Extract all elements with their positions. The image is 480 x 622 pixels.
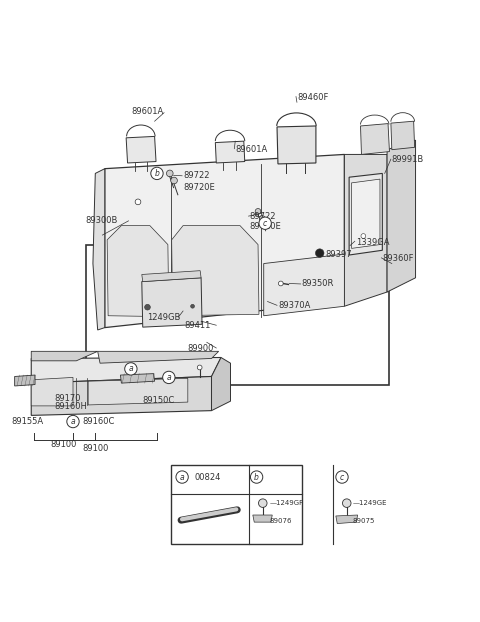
Polygon shape	[88, 378, 188, 405]
Polygon shape	[351, 179, 380, 248]
Polygon shape	[360, 124, 389, 154]
Text: 89350R: 89350R	[301, 279, 334, 289]
Text: a: a	[71, 417, 75, 426]
Circle shape	[342, 499, 351, 508]
Text: 89460F: 89460F	[297, 93, 328, 102]
Circle shape	[361, 234, 366, 238]
Circle shape	[336, 471, 348, 483]
Text: 89360F: 89360F	[383, 254, 414, 263]
Polygon shape	[172, 226, 259, 316]
Text: —1249GE: —1249GE	[353, 500, 387, 506]
Text: 89722: 89722	[250, 211, 276, 221]
Text: 89160H: 89160H	[54, 402, 87, 411]
Text: a: a	[180, 473, 184, 481]
Circle shape	[167, 170, 173, 177]
Text: c: c	[263, 219, 267, 228]
Polygon shape	[105, 154, 344, 328]
Polygon shape	[212, 358, 230, 411]
Circle shape	[259, 217, 271, 230]
Polygon shape	[107, 226, 169, 317]
FancyArrowPatch shape	[182, 509, 236, 519]
Text: 1249GB: 1249GB	[147, 313, 181, 322]
Polygon shape	[14, 375, 35, 386]
Text: 89076: 89076	[269, 518, 292, 524]
Text: a: a	[129, 364, 133, 373]
Circle shape	[135, 199, 141, 205]
Text: 89722: 89722	[183, 171, 210, 180]
Circle shape	[67, 415, 79, 428]
Text: 1339GA: 1339GA	[356, 238, 390, 247]
Polygon shape	[349, 174, 383, 255]
Text: b: b	[155, 169, 159, 178]
Circle shape	[176, 471, 188, 483]
Text: 00824: 00824	[195, 473, 221, 481]
Text: 89100: 89100	[82, 444, 108, 453]
Circle shape	[197, 365, 202, 370]
Text: 89720E: 89720E	[183, 183, 215, 192]
Text: 89720E: 89720E	[250, 222, 281, 231]
Polygon shape	[142, 278, 202, 327]
Text: 89397: 89397	[325, 249, 352, 259]
Circle shape	[163, 371, 175, 384]
Polygon shape	[93, 169, 105, 330]
Bar	[86, 244, 389, 384]
Circle shape	[315, 249, 324, 258]
Polygon shape	[120, 374, 155, 383]
Text: 89155A: 89155A	[12, 417, 44, 425]
Text: 89170: 89170	[54, 394, 81, 403]
Circle shape	[260, 216, 265, 221]
Circle shape	[255, 208, 261, 214]
Text: 89601A: 89601A	[131, 107, 163, 116]
Polygon shape	[264, 254, 344, 316]
FancyArrowPatch shape	[181, 510, 237, 520]
Circle shape	[259, 499, 267, 508]
Polygon shape	[387, 140, 416, 292]
Polygon shape	[142, 271, 201, 282]
Text: 89075: 89075	[353, 518, 375, 524]
Text: 89900: 89900	[188, 343, 214, 353]
Polygon shape	[344, 154, 387, 306]
Circle shape	[191, 304, 194, 308]
Circle shape	[251, 471, 263, 483]
Circle shape	[256, 211, 262, 216]
Text: c: c	[340, 473, 344, 481]
Text: a: a	[167, 373, 171, 382]
Text: 89160C: 89160C	[83, 417, 115, 425]
Polygon shape	[391, 121, 415, 150]
Circle shape	[171, 177, 178, 184]
Polygon shape	[31, 376, 212, 415]
Text: 89991B: 89991B	[392, 155, 424, 164]
Polygon shape	[336, 515, 358, 524]
Polygon shape	[216, 141, 245, 163]
Text: 89300B: 89300B	[86, 216, 118, 225]
Polygon shape	[31, 351, 97, 361]
Polygon shape	[277, 126, 316, 164]
Circle shape	[278, 281, 283, 286]
Text: b: b	[254, 473, 259, 481]
Text: 89601A: 89601A	[235, 145, 267, 154]
Bar	[171, 465, 301, 544]
Text: 89370A: 89370A	[278, 301, 311, 310]
Polygon shape	[253, 515, 272, 522]
Text: 89150C: 89150C	[143, 396, 175, 405]
Circle shape	[151, 167, 163, 180]
Circle shape	[144, 304, 150, 310]
Text: —1249GF: —1249GF	[269, 500, 303, 506]
Text: 89100: 89100	[50, 440, 77, 449]
Polygon shape	[97, 351, 219, 363]
Text: 89411: 89411	[184, 321, 210, 330]
Circle shape	[125, 363, 137, 375]
Polygon shape	[31, 378, 73, 406]
Polygon shape	[126, 136, 156, 163]
Polygon shape	[31, 358, 221, 383]
